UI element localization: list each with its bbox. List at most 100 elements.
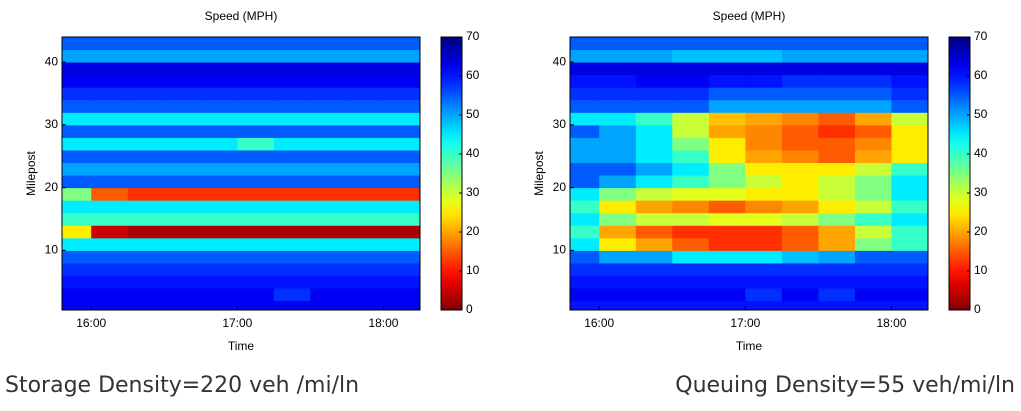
- cell: [570, 149, 600, 164]
- cell: [891, 275, 928, 289]
- cell: [383, 225, 420, 239]
- cell: [745, 237, 783, 251]
- cell: [200, 162, 238, 176]
- cell: [781, 137, 819, 151]
- colorbar-tick-label: 40: [974, 146, 988, 160]
- cell: [310, 137, 348, 151]
- y-tick-label: 20: [45, 180, 59, 194]
- cell: [127, 300, 165, 310]
- cell: [200, 87, 238, 101]
- cell: [781, 74, 819, 88]
- cell: [708, 288, 746, 302]
- cell: [854, 200, 892, 214]
- cell: [854, 225, 892, 239]
- y-tick-label: 20: [553, 180, 567, 194]
- cell: [237, 175, 275, 189]
- cell: [62, 124, 92, 138]
- cell: [818, 288, 856, 302]
- cell: [781, 62, 819, 76]
- cell: [127, 288, 165, 302]
- cell: [570, 37, 600, 51]
- cell: [570, 112, 600, 126]
- cell: [599, 112, 637, 126]
- cell: [164, 237, 202, 251]
- cell: [854, 300, 892, 310]
- cell: [200, 112, 238, 126]
- caption: Storage Density=220 veh /mi/ln: [5, 373, 359, 398]
- cell: [237, 187, 275, 201]
- heatmap-chart: Speed (MPH) Time Milepost 16:00 17:00 18:00 10…: [532, 9, 1015, 398]
- cell: [164, 275, 202, 289]
- cell: [310, 99, 348, 113]
- cell: [383, 112, 420, 126]
- cell: [346, 212, 384, 226]
- cell: [383, 87, 420, 101]
- cell: [62, 175, 92, 189]
- cell: [237, 300, 275, 310]
- cell: [599, 275, 637, 289]
- colorbar-tick-label: 0: [466, 302, 473, 316]
- cell: [91, 149, 129, 164]
- cell: [310, 288, 348, 302]
- cell: [708, 99, 746, 113]
- cell: [273, 237, 311, 251]
- cell: [127, 275, 165, 289]
- cell: [346, 124, 384, 138]
- cell: [708, 275, 746, 289]
- cell: [570, 74, 600, 88]
- cell: [164, 300, 202, 310]
- cell: [672, 275, 710, 289]
- cell: [127, 175, 165, 189]
- cell: [200, 137, 238, 151]
- cell: [310, 149, 348, 164]
- cell: [708, 187, 746, 201]
- cell: [310, 74, 348, 88]
- cell: [570, 137, 600, 151]
- cell: [310, 175, 348, 189]
- cell: [599, 237, 637, 251]
- cell: [745, 99, 783, 113]
- cell: [346, 237, 384, 251]
- cell: [708, 175, 746, 189]
- cell: [672, 162, 710, 176]
- cell: [781, 300, 819, 310]
- cell: [91, 250, 129, 264]
- cell: [745, 87, 783, 101]
- cell: [708, 262, 746, 276]
- cell: [310, 200, 348, 214]
- cell: [200, 149, 238, 164]
- cell: [310, 262, 348, 276]
- cell: [273, 112, 311, 126]
- cell: [237, 275, 275, 289]
- cell: [599, 300, 637, 310]
- cell: [599, 250, 637, 264]
- cell: [708, 200, 746, 214]
- cell: [635, 137, 673, 151]
- cell: [818, 149, 856, 164]
- cell: [62, 49, 92, 63]
- cell: [745, 112, 783, 126]
- cell: [891, 300, 928, 310]
- cell: [127, 149, 165, 164]
- cell: [91, 99, 129, 113]
- cell: [818, 162, 856, 176]
- cell: [570, 212, 600, 226]
- cell: [781, 87, 819, 101]
- cell: [781, 225, 819, 239]
- cell: [818, 237, 856, 251]
- colorbar-tick-label: 0: [974, 302, 981, 316]
- cell: [310, 237, 348, 251]
- cell: [781, 175, 819, 189]
- colorbar-tick-label: 70: [466, 29, 480, 43]
- cell: [237, 162, 275, 176]
- cell: [62, 162, 92, 176]
- cell: [818, 49, 856, 63]
- cell: [599, 212, 637, 226]
- cell: [891, 288, 928, 302]
- cell: [599, 262, 637, 276]
- chart-title: Speed (MPH): [205, 9, 278, 23]
- cell: [346, 250, 384, 264]
- caption: Queuing Density=55 veh/mi/ln: [675, 373, 1015, 398]
- cell: [599, 99, 637, 113]
